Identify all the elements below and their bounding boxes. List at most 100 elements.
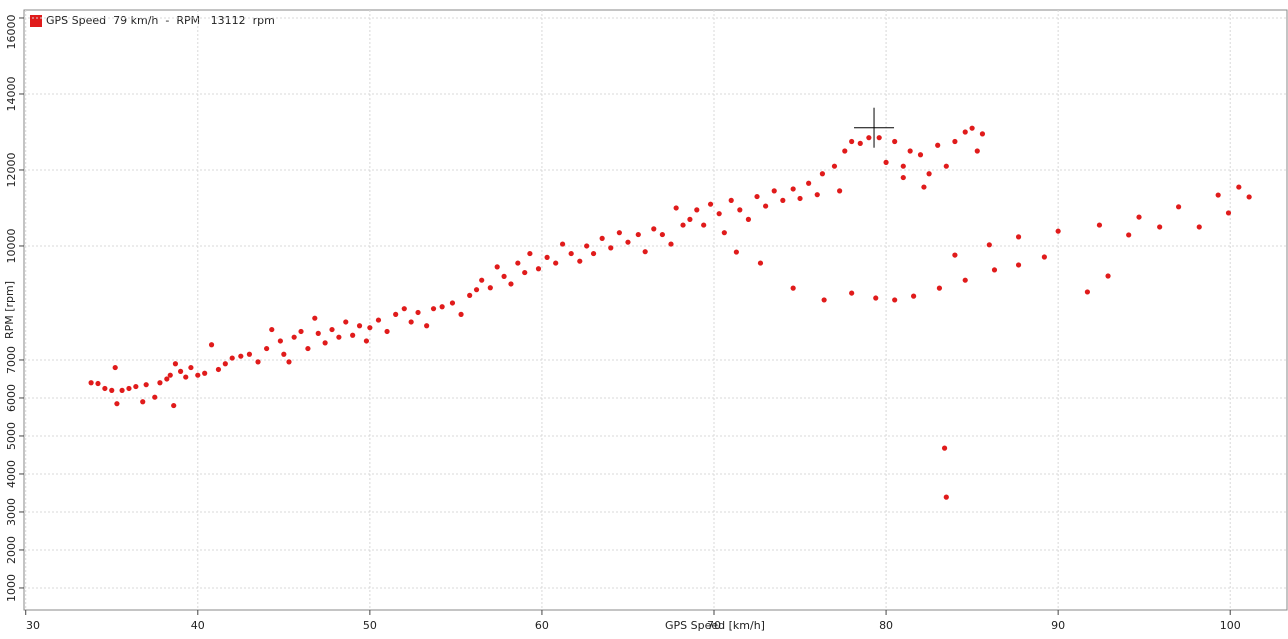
point <box>568 250 574 257</box>
y-tick-label: 5000 <box>5 422 18 450</box>
y-tick-label: 16000 <box>5 15 18 50</box>
point <box>102 385 108 392</box>
point <box>680 222 686 228</box>
point <box>780 197 786 203</box>
point <box>152 394 158 400</box>
x-axis-title: GPS Speed [km/h] <box>665 619 765 632</box>
y-tick-label: 2000 <box>5 536 18 564</box>
point <box>883 159 889 165</box>
point <box>1236 184 1242 190</box>
y-tick-label: 12000 <box>5 152 18 187</box>
point <box>857 140 863 146</box>
point <box>757 260 764 266</box>
point <box>866 135 872 141</box>
point <box>439 304 445 310</box>
point <box>177 368 184 374</box>
point <box>917 152 924 158</box>
point <box>876 135 882 141</box>
point <box>527 250 533 257</box>
point <box>522 269 528 276</box>
point <box>694 207 700 213</box>
point <box>837 188 843 194</box>
point <box>1246 194 1252 200</box>
point <box>900 174 906 181</box>
point <box>754 193 760 200</box>
point <box>112 364 118 371</box>
point <box>969 125 975 131</box>
point <box>1096 222 1103 228</box>
point <box>943 163 949 169</box>
point <box>164 376 170 382</box>
point <box>350 332 356 338</box>
point <box>312 315 318 321</box>
y-axis-title: RPM [rpm] <box>3 281 16 339</box>
y-tick-label: 14000 <box>5 76 18 111</box>
point <box>202 370 208 376</box>
point <box>797 195 803 202</box>
point <box>208 342 215 348</box>
point <box>229 355 235 361</box>
point <box>831 163 838 169</box>
point <box>707 201 714 207</box>
point <box>921 184 927 190</box>
point <box>668 241 674 247</box>
plot-frame <box>23 9 1288 611</box>
point <box>315 330 321 336</box>
point <box>1225 210 1232 216</box>
point <box>424 323 430 329</box>
point <box>935 142 941 148</box>
y-tick-label: 1000 <box>5 574 18 602</box>
point <box>458 311 464 317</box>
point <box>814 192 820 198</box>
point <box>286 359 292 365</box>
point <box>1105 273 1111 279</box>
point <box>269 326 275 333</box>
point <box>900 163 906 169</box>
point <box>375 317 382 323</box>
point <box>508 281 514 287</box>
point <box>277 338 283 344</box>
point <box>238 353 244 359</box>
point <box>873 295 879 301</box>
point <box>172 361 179 367</box>
point <box>255 359 261 365</box>
point <box>974 148 980 154</box>
point <box>329 326 335 333</box>
legend-swatch <box>30 15 42 27</box>
point <box>986 242 992 248</box>
point <box>892 138 898 145</box>
point <box>733 249 739 255</box>
point <box>264 345 270 352</box>
x-tick-label: 40 <box>191 619 205 632</box>
point <box>298 328 304 335</box>
point <box>1041 254 1047 260</box>
point <box>1126 232 1132 238</box>
point <box>157 380 163 386</box>
point <box>559 241 566 247</box>
x-tick-label: 60 <box>535 619 549 632</box>
point <box>1175 204 1182 210</box>
point <box>979 131 986 137</box>
point <box>487 285 493 291</box>
point <box>1157 224 1163 230</box>
point <box>215 366 222 373</box>
point <box>356 323 363 329</box>
point <box>140 399 146 405</box>
point <box>515 260 521 266</box>
point <box>790 186 796 192</box>
point <box>635 231 641 238</box>
point <box>721 230 727 236</box>
point <box>479 277 485 283</box>
point <box>183 374 189 380</box>
point <box>701 222 707 228</box>
point <box>806 180 812 186</box>
point <box>305 345 311 352</box>
point <box>171 402 177 409</box>
point <box>535 266 542 272</box>
point <box>842 148 848 154</box>
point <box>408 319 414 325</box>
point <box>95 380 101 387</box>
point <box>590 250 597 257</box>
point <box>936 285 943 291</box>
